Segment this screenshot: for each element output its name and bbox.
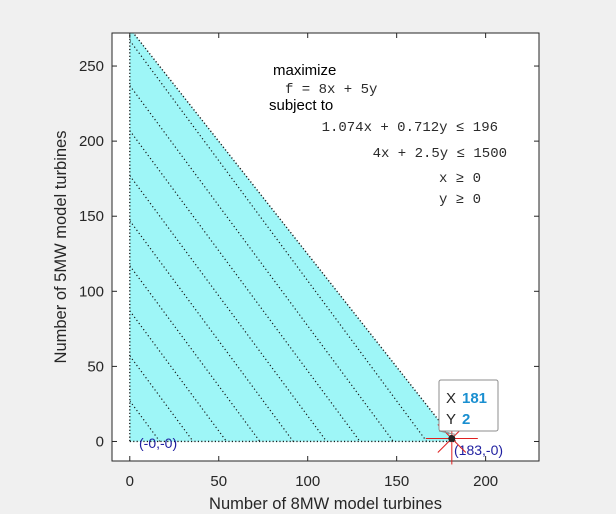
region-edge bbox=[132, 33, 456, 442]
vertex-label-origin: (-0,-0) bbox=[139, 435, 177, 451]
datatip-pointer bbox=[438, 430, 456, 435]
objective-function: f = 8x + 5y bbox=[285, 82, 377, 98]
x-tick-label: 200 bbox=[473, 473, 498, 490]
datatip-point bbox=[448, 434, 456, 442]
y-axis-label: Number of 5MW model turbines bbox=[52, 131, 70, 364]
constraint-4: y ≥ 0 bbox=[439, 192, 481, 208]
x-tick-label: 150 bbox=[384, 473, 409, 490]
y-tick-label: 0 bbox=[96, 433, 104, 450]
datatip[interactable]: X 181 Y 2 bbox=[438, 379, 499, 432]
y-tick-label: 250 bbox=[79, 58, 104, 75]
x-tick-label: 50 bbox=[210, 473, 227, 490]
constraint-3: x ≥ 0 bbox=[439, 171, 481, 187]
datatip-box bbox=[438, 379, 499, 432]
x-tick-label: 100 bbox=[295, 473, 320, 490]
objective-contour-line bbox=[129, 85, 394, 442]
constraint-2: 4x + 2.5y ≤ 1500 bbox=[373, 146, 507, 162]
datatip-y-value: 2 bbox=[462, 411, 470, 428]
datatip-y-key: Y bbox=[446, 411, 456, 428]
objective-contour-line bbox=[129, 355, 194, 442]
objective-contour-line bbox=[129, 400, 161, 442]
axes-box bbox=[111, 32, 540, 462]
constraint-1: 1.074x + 0.712y ≤ 196 bbox=[322, 120, 498, 136]
y-tick-label: 150 bbox=[79, 208, 104, 225]
vertex-label-x-intercept: (183,-0) bbox=[454, 442, 503, 458]
x-tick-label: 0 bbox=[126, 473, 134, 490]
y-tick-label: 100 bbox=[79, 283, 104, 300]
y-tick-label: 50 bbox=[87, 358, 104, 375]
objective-contour-line bbox=[129, 310, 228, 442]
x-axis-label: Number of 8MW model turbines bbox=[209, 495, 442, 513]
datatip-x-value: 181 bbox=[462, 390, 487, 407]
datatip-x-key: X bbox=[446, 390, 456, 407]
constraints-heading: subject to bbox=[269, 97, 333, 114]
feasible-region bbox=[129, 33, 456, 442]
objective-heading: maximize bbox=[273, 62, 336, 79]
objective-contour-line bbox=[129, 220, 294, 442]
y-tick-label: 200 bbox=[79, 133, 104, 150]
